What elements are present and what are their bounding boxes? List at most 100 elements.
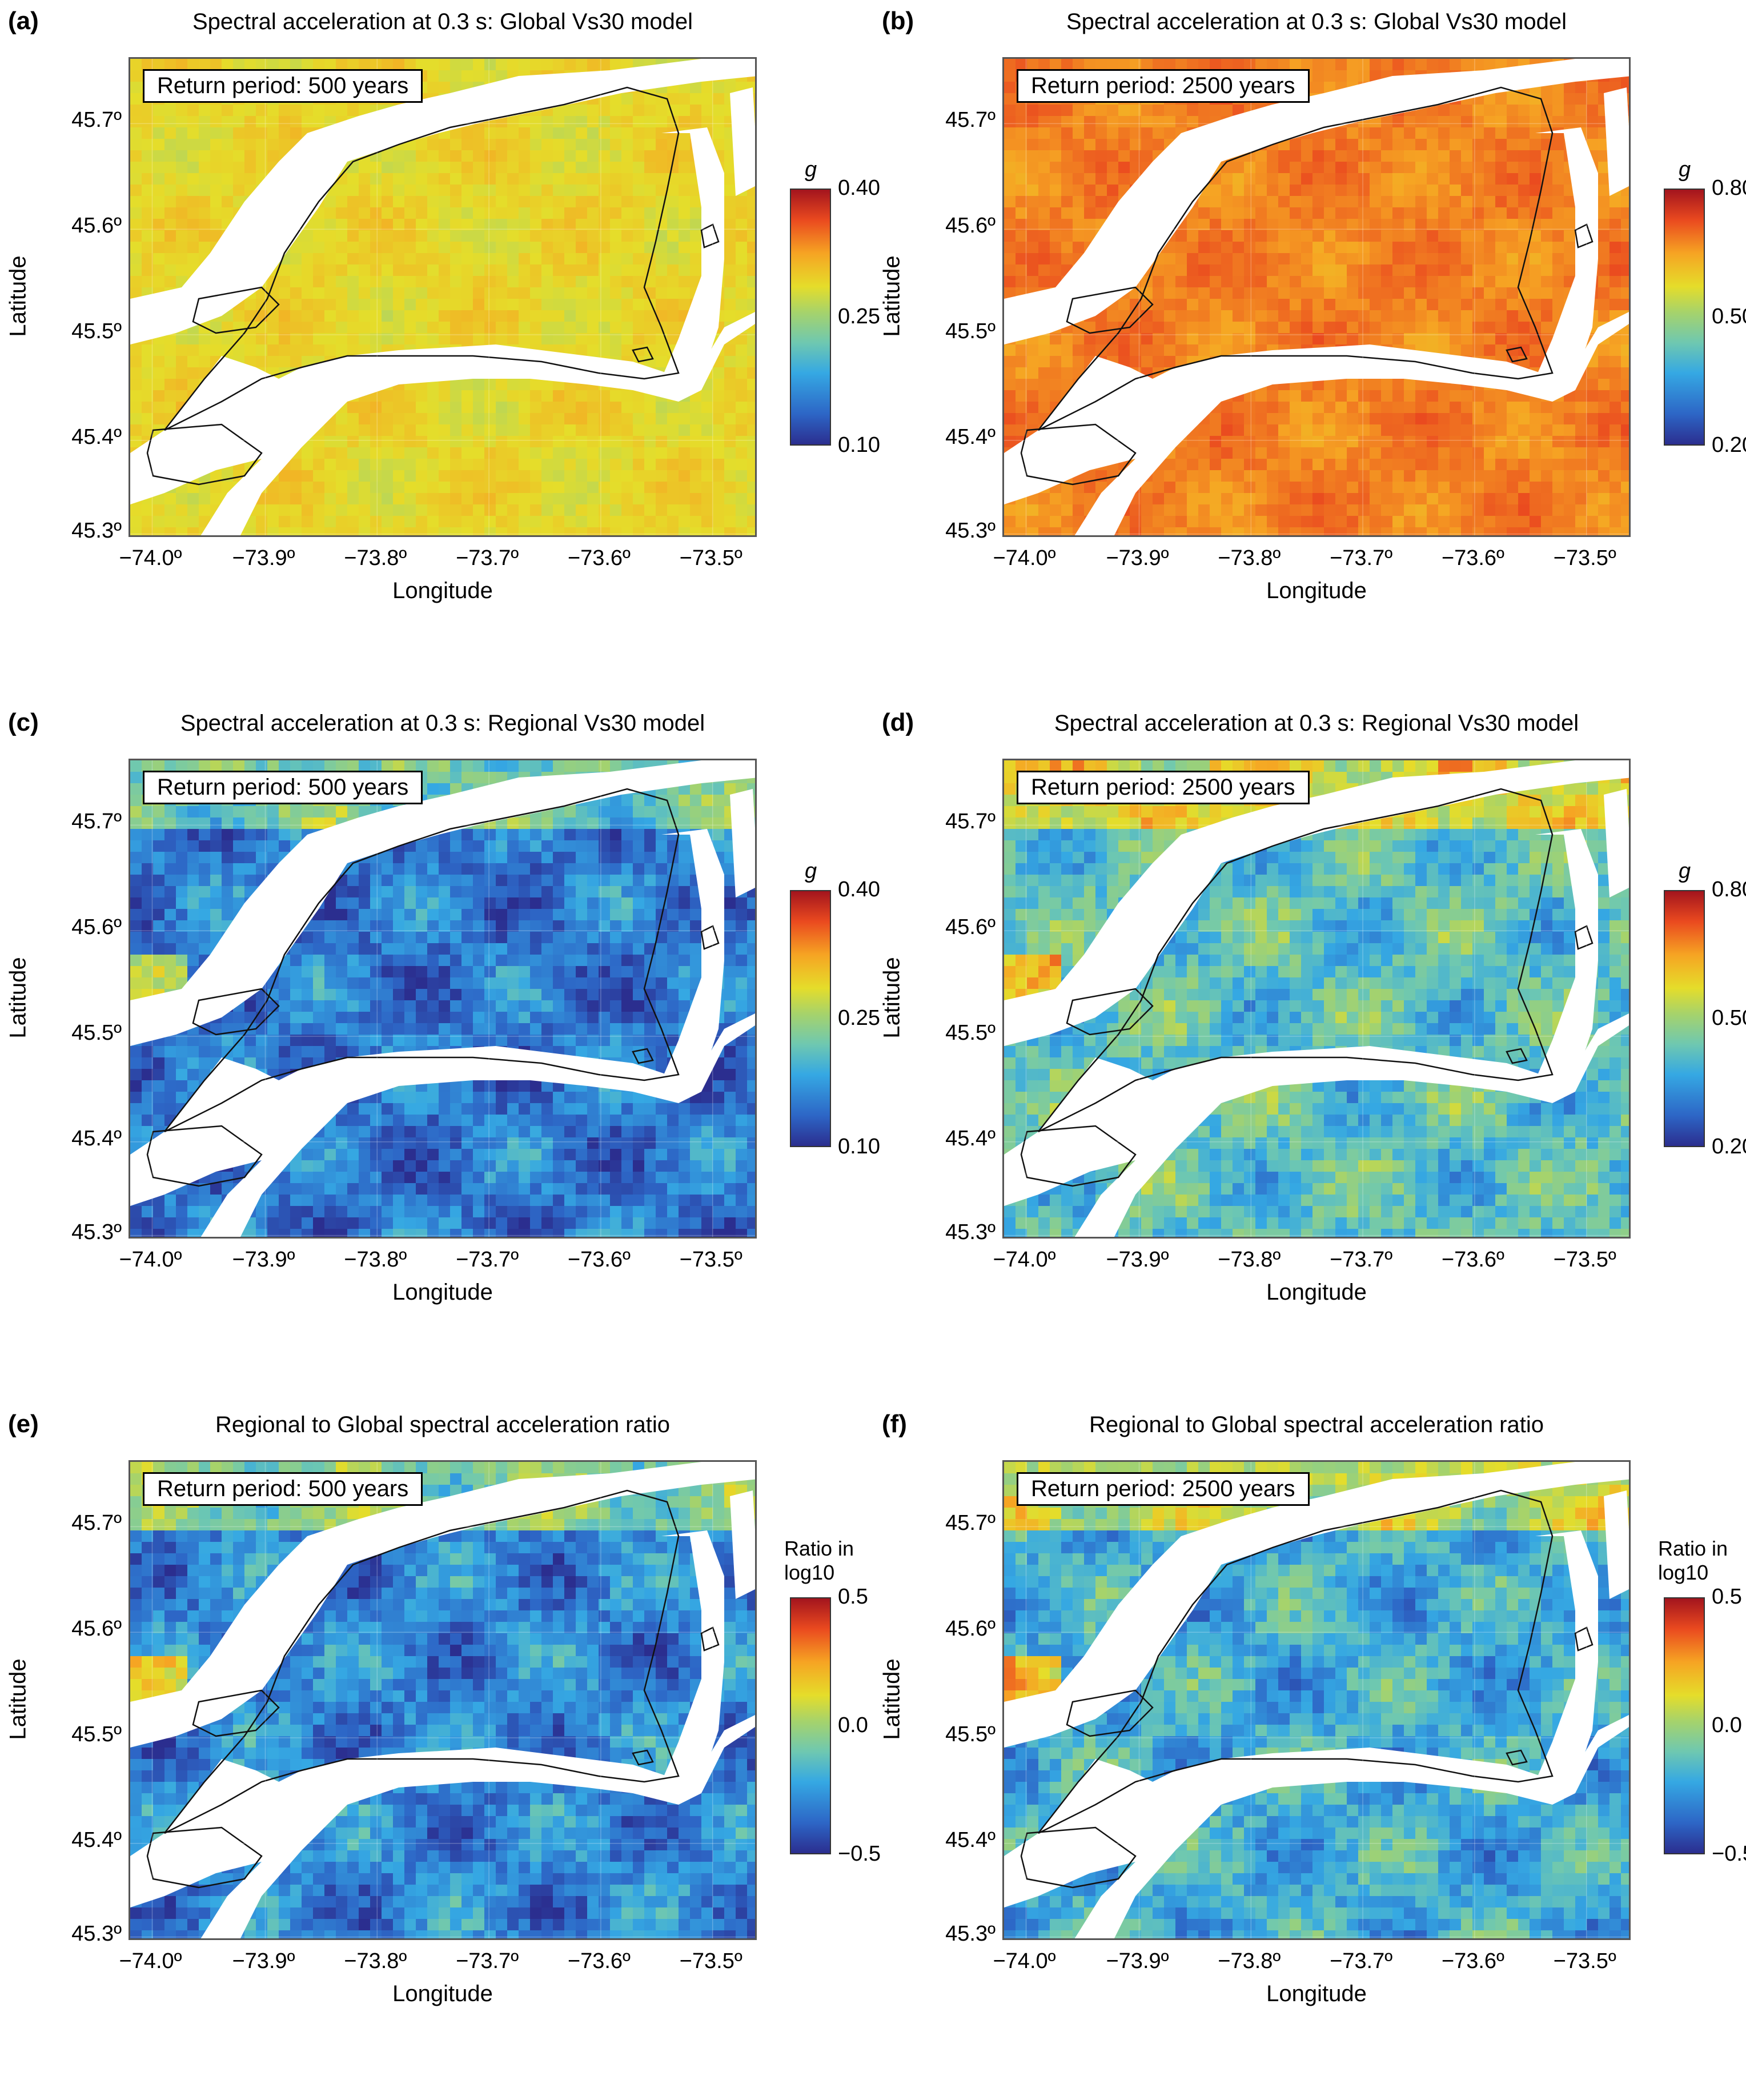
heatmap-cell xyxy=(724,287,736,299)
heatmap-cell xyxy=(222,185,233,196)
heatmap-cell xyxy=(130,59,142,70)
heatmap-cell xyxy=(644,470,656,482)
heatmap-cell xyxy=(1221,287,1233,299)
heatmap-cell xyxy=(690,264,701,276)
heatmap-cell xyxy=(1335,482,1347,493)
heatmap-cell xyxy=(416,527,427,537)
heatmap-cell xyxy=(724,783,736,795)
heatmap-cell xyxy=(290,516,302,527)
heatmap-cell xyxy=(347,504,359,516)
heatmap-cell xyxy=(1267,447,1278,459)
heatmap-cell xyxy=(610,482,621,493)
heatmap-cell xyxy=(1027,105,1038,116)
heatmap-cell xyxy=(393,527,404,537)
heatmap-cell xyxy=(541,527,553,537)
heatmap-cell xyxy=(1552,116,1564,127)
heatmap-cell xyxy=(1438,390,1450,402)
heatmap-cell xyxy=(1290,470,1301,482)
heatmap-cell xyxy=(1598,527,1609,537)
heatmap-cell xyxy=(439,287,450,299)
heatmap-cell xyxy=(1541,264,1552,276)
heatmap-cell xyxy=(713,783,724,795)
heatmap-cell xyxy=(1004,230,1016,242)
heatmap-cell xyxy=(576,127,587,139)
heatmap-cell xyxy=(1495,482,1507,493)
heatmap-cell xyxy=(1290,436,1301,447)
heatmap-cell xyxy=(1621,287,1631,299)
heatmap-cell xyxy=(747,367,757,379)
heatmap-cell xyxy=(1301,287,1312,299)
heatmap-cell xyxy=(610,242,621,253)
heatmap-cell xyxy=(530,504,541,516)
heatmap-cell xyxy=(530,219,541,230)
heatmap-cell xyxy=(290,322,302,333)
heatmap-cell xyxy=(656,242,667,253)
heatmap-cell xyxy=(724,173,736,185)
heatmap-cell xyxy=(416,436,427,447)
heatmap-cell xyxy=(553,447,564,459)
heatmap-cell xyxy=(370,310,382,322)
heatmap-cell xyxy=(450,402,461,413)
heatmap-cell xyxy=(416,150,427,162)
heatmap-cell xyxy=(690,116,701,127)
heatmap-cell xyxy=(1255,482,1267,493)
heatmap-cell xyxy=(336,470,347,482)
heatmap-cell xyxy=(222,105,233,116)
heatmap-cell xyxy=(1061,344,1073,356)
heatmap-cell xyxy=(382,413,393,424)
heatmap-cell xyxy=(1347,287,1358,299)
heatmap-cell xyxy=(530,196,541,207)
heatmap-cell xyxy=(1461,116,1472,127)
heatmap-cell xyxy=(541,299,553,310)
heatmap-cell xyxy=(530,424,541,436)
heatmap-cell xyxy=(553,150,564,162)
heatmap-cell xyxy=(1552,516,1564,527)
heatmap-cell xyxy=(747,527,757,537)
heatmap-cell xyxy=(473,436,484,447)
heatmap-cell xyxy=(404,185,416,196)
heatmap-cell xyxy=(1233,173,1244,185)
heatmap-cell xyxy=(244,162,256,173)
heatmap-cell xyxy=(644,413,656,424)
heatmap-cell xyxy=(404,253,416,264)
heatmap-cell xyxy=(713,390,724,402)
heatmap-cell xyxy=(1370,207,1381,219)
heatmap-cell xyxy=(519,447,530,459)
heatmap-cell xyxy=(633,116,644,127)
heatmap-cell xyxy=(1495,436,1507,447)
heatmap-cell xyxy=(1347,162,1358,173)
heatmap-cell xyxy=(1461,424,1472,436)
heatmap-cell xyxy=(450,264,461,276)
heatmap-cell xyxy=(1050,59,1061,70)
heatmap-cell xyxy=(1267,59,1278,70)
heatmap-cell xyxy=(1312,264,1324,276)
heatmap-cell xyxy=(1495,447,1507,459)
heatmap-cell xyxy=(1495,459,1507,470)
heatmap-cell xyxy=(507,527,519,537)
y-tick-label: 45.6º xyxy=(904,214,996,238)
heatmap-cell xyxy=(1484,242,1495,253)
heatmap-cell xyxy=(1587,379,1598,390)
heatmap-cell xyxy=(1541,276,1552,287)
heatmap-cell xyxy=(359,219,370,230)
heatmap-cell xyxy=(1392,116,1404,127)
heatmap-cell xyxy=(530,322,541,333)
heatmap-cell xyxy=(644,504,656,516)
heatmap-cell xyxy=(747,264,757,276)
heatmap-cell xyxy=(484,287,496,299)
heatmap-cell xyxy=(324,276,336,287)
heatmap-cell xyxy=(279,806,290,817)
heatmap-cell xyxy=(587,230,599,242)
heatmap-cell xyxy=(1004,162,1016,173)
heatmap-cell xyxy=(1575,470,1587,482)
heatmap-cell xyxy=(290,276,302,287)
heatmap-cell xyxy=(313,230,324,242)
heatmap-cell xyxy=(621,93,633,105)
heatmap-cell xyxy=(1278,413,1290,424)
heatmap-cell xyxy=(1564,413,1575,424)
heatmap-cell xyxy=(1415,139,1427,150)
heatmap-cell xyxy=(1141,105,1153,116)
heatmap-cell xyxy=(130,516,142,527)
heatmap-cell xyxy=(450,527,461,537)
heatmap-cell xyxy=(1358,253,1370,264)
